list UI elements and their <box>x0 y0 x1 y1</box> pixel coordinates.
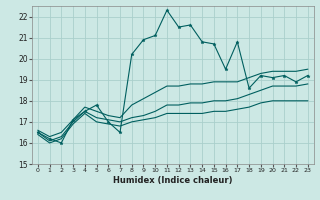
X-axis label: Humidex (Indice chaleur): Humidex (Indice chaleur) <box>113 176 233 185</box>
